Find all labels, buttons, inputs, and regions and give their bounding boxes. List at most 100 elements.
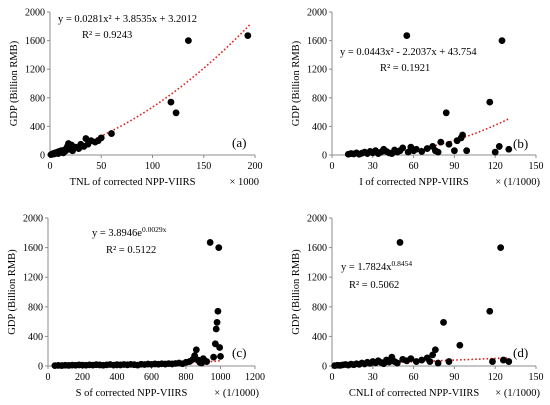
y-tick-label: 1600 [25,36,45,47]
data-point [497,244,505,252]
data-point [108,130,115,137]
y-tick-label: 400 [312,122,327,133]
x-tick-label: 100 [145,161,160,172]
data-point [407,355,415,362]
data-point [499,356,507,364]
data-point [212,325,220,333]
data-point [426,358,434,365]
data-point [97,134,105,142]
chart-panel-2: 0 400 800 1200 1600 2000 0 30 60 90 120 150 GDP (Bil… [291,8,544,189]
x-tick-label: 1200 [245,372,265,383]
data-point [214,307,222,315]
y-tick-label: 2000 [23,214,43,225]
y-tick-label: 1600 [307,36,327,47]
data-point [491,148,499,156]
x-tick-label: 200 [75,372,90,383]
y-tick-label: 1200 [25,65,45,76]
chart-panel-4: 0 400 800 1200 1600 2000 0 30 60 90 120 150 GDP (Bil… [291,214,544,400]
panel-label: (a) [232,135,246,150]
data-point [399,144,407,152]
data-point [396,239,404,246]
y-tick-label: 0 [38,362,43,373]
x-tick-label: 90 [449,372,459,383]
y-tick-label: 1200 [307,65,327,76]
y-tick-label: 400 [28,332,43,343]
x-tick-label: 0 [48,161,53,172]
data-point [456,341,464,349]
x-tick-label: 30 [368,161,378,172]
equation-text: y = 1.7824x [341,262,392,273]
data-point [203,358,211,365]
data-point [244,32,252,39]
x-tick-label: 0 [330,161,335,172]
r-squared-label: R² = 0.9243 [82,30,132,41]
y-tick-label: 0 [322,151,327,162]
data-point [423,145,431,152]
data-point [445,140,453,148]
y-tick-label: 800 [312,302,327,313]
y-tick-label: 2000 [307,8,327,19]
data-point [442,109,450,117]
trendline-equation: y = 0.0281x² + 3.8535x + 3.2012 [58,14,197,25]
equation-text: y = 0.0443x² - 2.2037x + 43.754 [340,47,477,58]
data-point [429,351,437,359]
y-tick-label: 400 [30,122,45,133]
data-point [412,145,420,153]
y-axis-title: GDP (Billion RMB) [291,40,302,126]
x-tick-label: 150 [529,161,544,172]
chart-panel-3: 0 400 800 1200 1600 2000 0 200 400 600 800 1000 1200… [7,214,265,400]
equation-exponent: 0.0029x [142,225,167,234]
y-tick-label: 800 [28,302,43,313]
trendline-equation: y = 1.7824x0.8454 [341,259,412,273]
equation-text: y = 0.0281x² + 3.8535x + 3.2012 [58,14,197,25]
data-point [418,356,426,364]
data-point [431,346,439,354]
data-point [210,353,218,361]
equation-text: y = 3.8946e [92,228,142,239]
r-squared-label: R² = 0.5062 [349,280,399,291]
x-tick-label: 1000 [211,372,231,383]
trendline [334,357,509,367]
data-point [459,131,466,139]
r-squared-label: R² = 0.5122 [106,245,156,256]
x-tick-label: 60 [409,161,419,172]
data-point [434,359,442,367]
data-point [486,98,494,106]
x-tick-label: 800 [179,372,194,383]
x-tick-label: 400 [110,372,125,383]
panel-label: (d) [513,345,528,360]
y-tick-label: 800 [312,93,327,104]
x-tick-label: 60 [409,372,419,383]
x-tick-label: 0 [330,372,335,383]
data-point [418,148,426,155]
data-point [486,307,494,315]
data-point [213,318,221,326]
x-tick-label: 600 [144,372,159,383]
y-axis-title: GDP (Billion RMB) [7,249,18,335]
y-tick-label: 400 [312,332,327,343]
x-axis-unit: × (1/1000) [495,177,540,188]
panel-label: (b) [513,136,528,151]
y-tick-label: 2000 [307,214,327,225]
y-tick-label: 1200 [23,273,43,284]
chart-panel-1: 0 400 800 1200 1600 2000 0 50 100 150 200 GDP (Bill… [9,8,263,189]
trendline [49,24,251,156]
data-point [206,239,214,246]
panel-label: (c) [232,345,246,360]
data-point [172,109,180,117]
data-point [498,37,506,44]
r-squared-label: R² = 0.1921 [380,63,430,74]
y-tick-label: 2000 [25,8,45,19]
x-axis-unit: × (1/1000) [214,388,259,399]
x-tick-label: 50 [96,161,106,172]
x-tick-label: 120 [488,372,503,383]
trendline-equation: y = 3.8946e0.0029x [92,225,167,239]
y-tick-label: 0 [40,151,45,162]
y-tick-label: 0 [322,362,327,373]
x-tick-label: 150 [529,372,544,383]
x-tick-label: 120 [488,161,503,172]
data-point [167,98,175,106]
data-point [192,346,200,354]
data-point [451,147,458,155]
